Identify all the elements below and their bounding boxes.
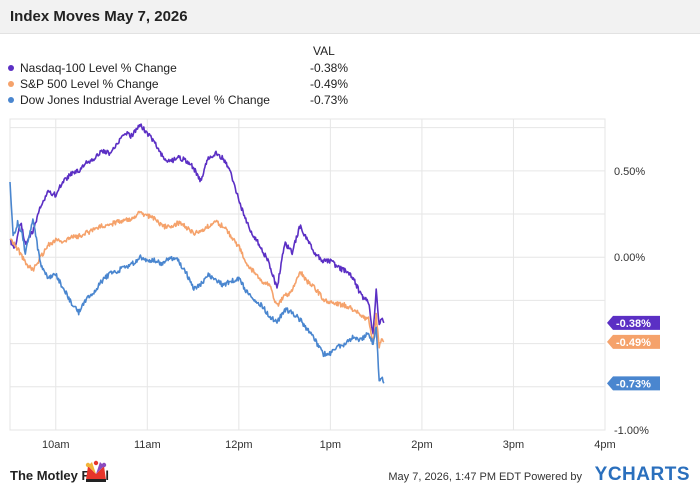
nasdaq-dot-icon bbox=[8, 65, 14, 71]
series-line bbox=[9, 123, 385, 335]
y-tick-label: 0.00% bbox=[614, 252, 645, 264]
title-bar: Index Moves May 7, 2026 bbox=[0, 0, 700, 34]
credit-text: May 7, 2026, 1:47 PM EDT Powered by bbox=[388, 471, 582, 483]
legend-item-nasdaq: Nasdaq-100 Level % Change -0.38% bbox=[8, 61, 348, 77]
ycharts-logo: YCHARTS bbox=[594, 464, 690, 485]
end-label-text: -0.73% bbox=[616, 378, 651, 390]
footer: The Motley Fool May 7, 2026, 1:47 PM EDT… bbox=[0, 458, 700, 490]
legend-item-name: Dow Jones Industrial Average Level % Cha… bbox=[20, 93, 270, 107]
series-end-label: -0.38% bbox=[607, 315, 660, 330]
legend-item-value: -0.38% bbox=[309, 61, 348, 75]
end-label-text: -0.49% bbox=[616, 337, 651, 349]
brand-name: The Motley Fool bbox=[10, 468, 109, 483]
legend-item-value: -0.73% bbox=[309, 93, 348, 107]
legend-item-sp500: S&P 500 Level % Change -0.49% bbox=[8, 77, 348, 93]
y-tick-label: 0.50% bbox=[614, 166, 645, 178]
legend-item-dow: Dow Jones Industrial Average Level % Cha… bbox=[8, 93, 348, 109]
x-tick-label: 2pm bbox=[411, 439, 432, 451]
legend-item-name: Nasdaq-100 Level % Change bbox=[20, 61, 177, 75]
legend-item-value: -0.49% bbox=[309, 77, 348, 91]
end-label-tag bbox=[607, 376, 660, 391]
series-line bbox=[9, 210, 385, 349]
x-tick-label: 12pm bbox=[225, 439, 253, 451]
end-label-tag bbox=[607, 334, 660, 349]
x-tick-label: 1pm bbox=[320, 439, 341, 451]
end-label-text: -0.38% bbox=[616, 318, 651, 330]
series-end-label: -0.49% bbox=[607, 334, 660, 349]
series-end-label: -0.73% bbox=[607, 376, 660, 391]
y-tick-label: -1.00% bbox=[614, 425, 649, 437]
sp500-dot-icon bbox=[8, 81, 14, 87]
jester-hat-icon bbox=[85, 460, 107, 482]
x-tick-label: 3pm bbox=[503, 439, 524, 451]
x-tick-label: 10am bbox=[42, 439, 70, 451]
legend-item-name: S&P 500 Level % Change bbox=[20, 77, 159, 91]
x-tick-label: 11am bbox=[134, 439, 161, 451]
page-title: Index Moves May 7, 2026 bbox=[10, 8, 188, 25]
series-line bbox=[9, 181, 385, 384]
x-tick-label: 4pm bbox=[594, 439, 615, 451]
legend-value-header: VAL bbox=[313, 44, 335, 58]
motley-fool-logo: The Motley Fool bbox=[10, 460, 160, 486]
end-label-tag bbox=[607, 315, 660, 330]
plot-frame bbox=[9, 118, 606, 431]
dow-dot-icon bbox=[8, 97, 14, 103]
